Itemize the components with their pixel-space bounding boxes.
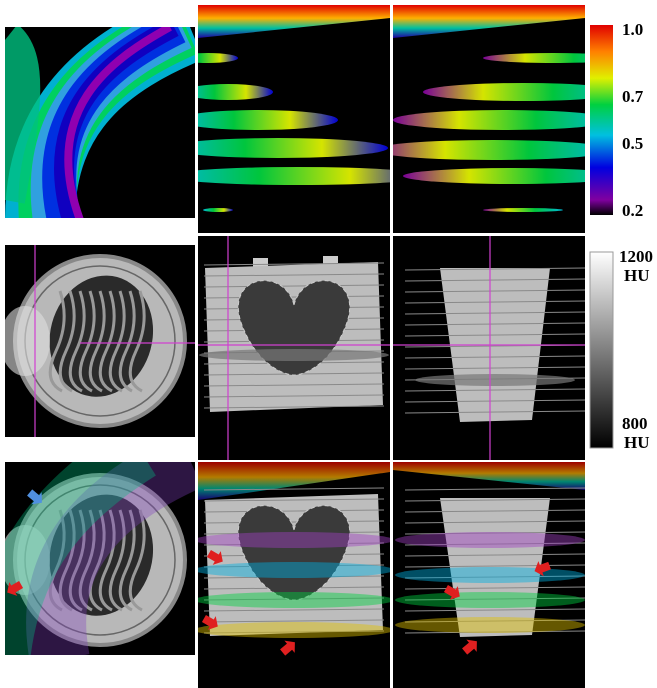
streak (178, 110, 338, 130)
overlay-streak (395, 592, 585, 608)
grayscale-label: HU (624, 433, 650, 452)
image-panel (168, 5, 428, 233)
page: 1.0 0.7 0.5 0.2 1200 HU 800 HU (() => { … (0, 0, 657, 688)
artifact (415, 374, 575, 386)
colorbar-label: 0.5 (622, 134, 643, 153)
overlay-streak (194, 532, 394, 548)
grayscale-label: 1200 (619, 247, 653, 266)
overlay-streak (395, 617, 585, 633)
uncertainty-band (5, 40, 20, 200)
grayscale-bar (590, 252, 613, 448)
image-panel (393, 462, 585, 688)
figure: 1.0 0.7 0.5 0.2 1200 HU 800 HU (0, 0, 657, 688)
colorbar-label: 0.2 (622, 201, 643, 220)
streak (168, 167, 428, 185)
image-panel (194, 462, 394, 688)
streak (483, 208, 563, 212)
overlay-streak (194, 592, 394, 608)
image-panel (393, 236, 585, 460)
streak (183, 84, 273, 100)
image-panel (0, 245, 195, 437)
grayscale-label: HU (624, 266, 650, 285)
overlay-streak (194, 562, 394, 578)
colorbar-label: 1.0 (622, 20, 643, 39)
artifact (0, 306, 50, 376)
overlay-streak (395, 567, 585, 583)
image-panel (373, 5, 623, 233)
streak (168, 138, 388, 158)
image-panel (198, 236, 390, 460)
image-panel (5, 27, 195, 220)
grayscale-label: 800 (622, 414, 648, 433)
colorbar (590, 25, 613, 215)
overlay-streak (395, 532, 585, 548)
streak (373, 140, 613, 160)
streak (203, 208, 233, 212)
image-panel (0, 450, 195, 660)
streak (393, 110, 613, 130)
colorbar-label: 0.7 (622, 87, 644, 106)
overlay-streak (194, 622, 394, 638)
